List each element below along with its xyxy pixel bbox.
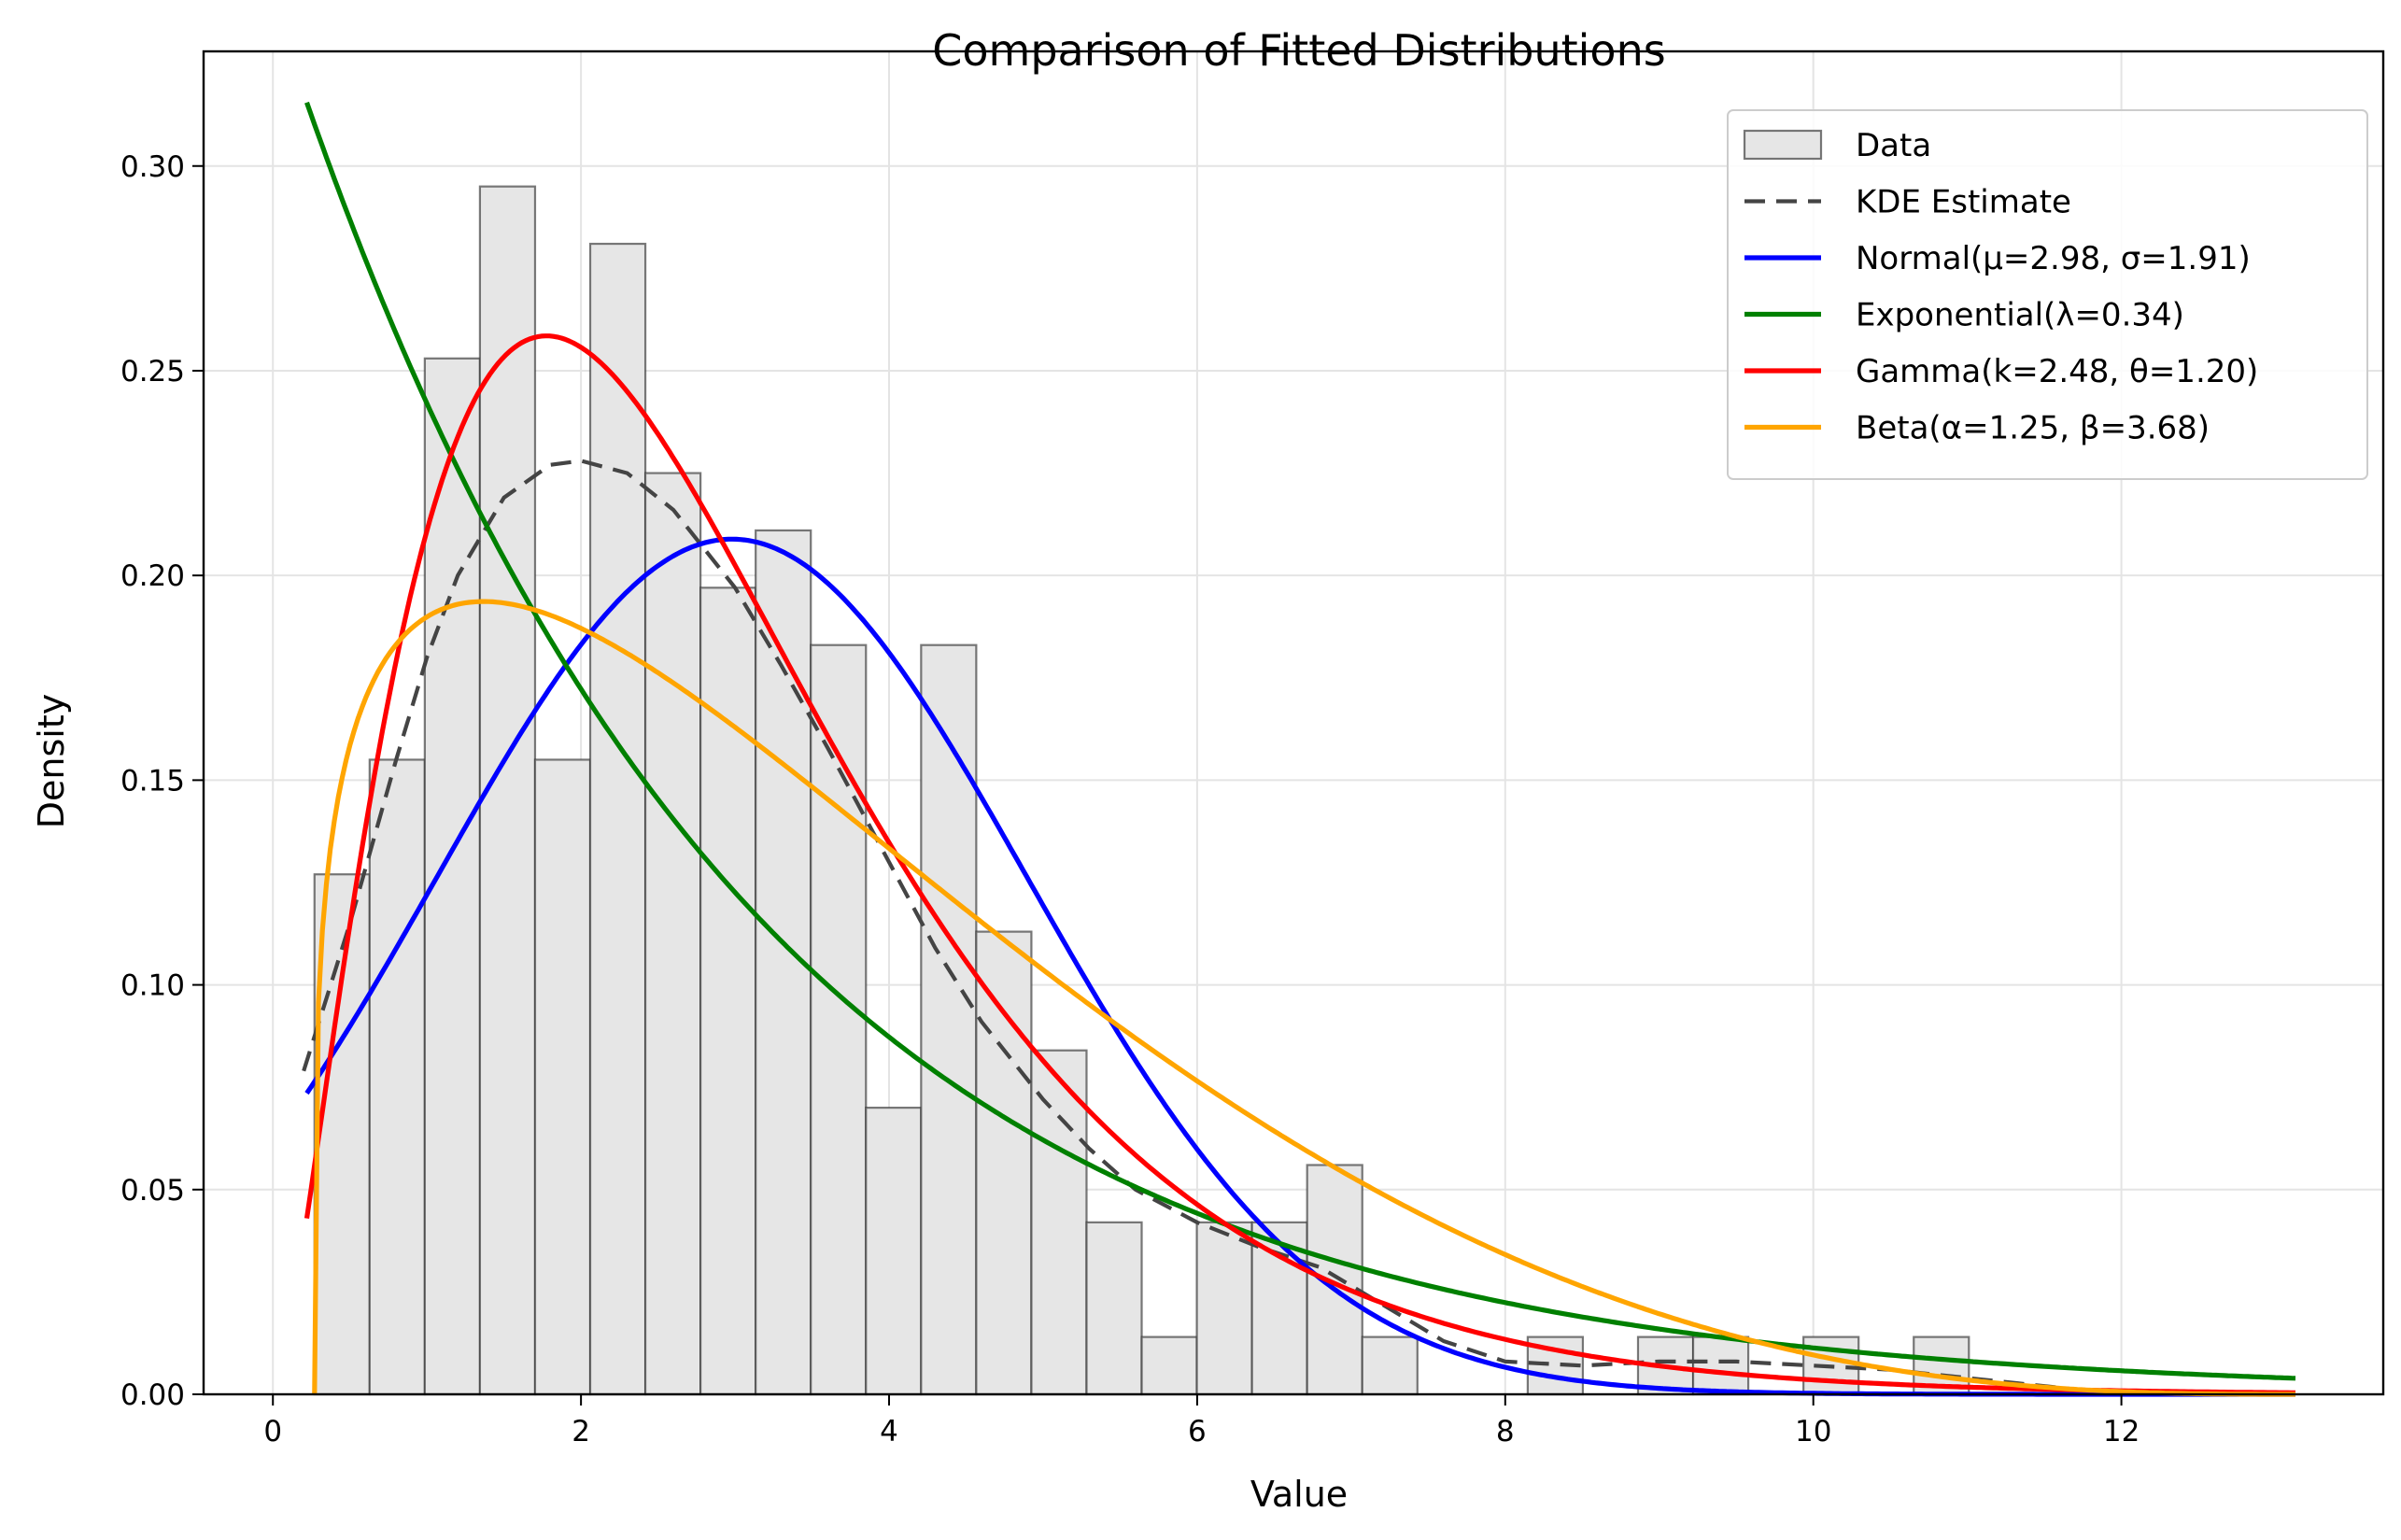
legend-label: Data	[1856, 127, 1931, 164]
histogram-bar	[1691, 1335, 1750, 1396]
x-tick-label: 2	[572, 1415, 590, 1448]
histogram-bar	[1195, 1221, 1253, 1396]
legend-label: KDE Estimate	[1856, 184, 2071, 221]
histogram-bar	[588, 242, 647, 1396]
y-axis-label: Density	[31, 694, 72, 828]
plot-frame	[202, 49, 2385, 1396]
histogram-bar	[533, 758, 592, 1396]
legend-label: Beta(α=1.25, β=3.68)	[1856, 410, 2210, 447]
histogram-bar	[1085, 1221, 1143, 1396]
legend-swatch	[1743, 129, 1823, 161]
x-tick-label: 6	[1188, 1415, 1207, 1448]
series-line	[304, 101, 2296, 1381]
y-tick-label: 0.00	[120, 1378, 185, 1412]
histogram-bar	[1361, 1335, 1419, 1396]
axis-ticks: 0 2 4 6 8 10 12 0.00 0.05 0.10 0.15 0.20 0.25 0.30	[120, 150, 2140, 1448]
series-line	[304, 333, 2295, 1395]
histogram-bar	[423, 357, 482, 1396]
histogram-bar	[1140, 1335, 1198, 1396]
histogram-bar	[1030, 1049, 1088, 1396]
y-tick-label: 0.20	[120, 559, 185, 593]
legend-label: Normal(μ=2.98, σ=1.91)	[1856, 240, 2251, 277]
legend-label: Gamma(k=2.48, θ=1.20)	[1856, 353, 2258, 390]
series-line	[302, 459, 2122, 1397]
histogram-bar	[975, 930, 1033, 1396]
x-tick-label: 12	[2103, 1415, 2140, 1448]
y-tick-label: 0.15	[120, 764, 185, 798]
x-tick-label: 8	[1496, 1415, 1515, 1448]
histogram-bar	[643, 472, 702, 1396]
y-tick-label: 0.10	[120, 969, 185, 1003]
y-tick-label: 0.25	[120, 355, 185, 389]
histogram-bar	[368, 758, 426, 1396]
x-tick-label: 4	[880, 1415, 898, 1448]
x-tick-label: 10	[1795, 1415, 1831, 1448]
y-tick-label: 0.05	[120, 1174, 185, 1208]
y-tick-label: 0.30	[120, 150, 185, 184]
x-axis-label: Value	[1250, 1474, 1348, 1515]
histogram-bar	[865, 1107, 923, 1396]
series-line	[312, 599, 2295, 1397]
legend-box	[1727, 109, 2368, 480]
legend-label: Exponential(λ=0.34)	[1856, 297, 2184, 334]
legend: Data KDE Estimate Normal(μ=2.98, σ=1.91) Ex…	[1727, 109, 2368, 480]
histogram-bar	[920, 643, 978, 1396]
x-tick-label: 0	[263, 1415, 282, 1448]
histogram-bar	[1306, 1164, 1363, 1396]
